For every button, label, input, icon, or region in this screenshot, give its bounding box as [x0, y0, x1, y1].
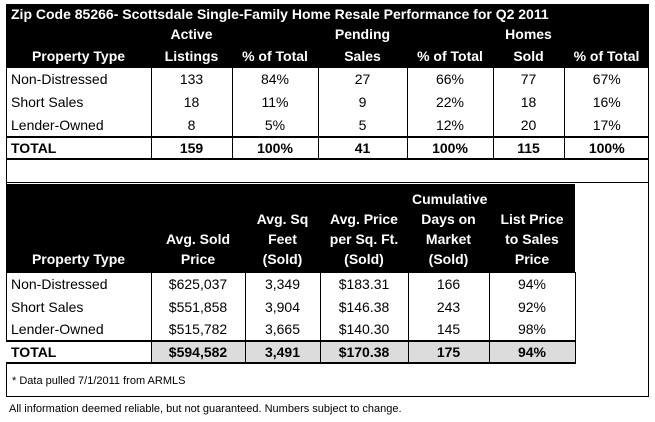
- cell: $515,782: [151, 318, 246, 341]
- total-label: TOTAL: [6, 340, 152, 364]
- header-blank: [6, 24, 151, 45]
- cell: 22%: [407, 90, 494, 114]
- group-header-homes: Homes: [493, 24, 564, 45]
- cell: 166: [408, 271, 490, 295]
- divider: [6, 182, 649, 183]
- cell: $140.30: [320, 318, 409, 341]
- table-row: Short Sales 18 11% 9 22% 18 16%: [6, 90, 649, 114]
- table-title: Zip Code 85266- Scottsdale Single-Family…: [6, 4, 649, 24]
- cell: 9: [318, 90, 408, 114]
- cell: 20: [493, 113, 565, 137]
- row-label: Short Sales: [6, 295, 152, 318]
- column-header-sold: Sold: [493, 45, 564, 68]
- group-header-pending: Pending: [318, 24, 407, 45]
- column-header-property-type: Property Type: [6, 45, 151, 68]
- cell: 18: [493, 90, 565, 114]
- cell: $625,037: [151, 271, 246, 295]
- row-label: Lender-Owned: [6, 318, 152, 341]
- column-header-pct-total: % of Total: [232, 45, 318, 68]
- total-cell: 175: [408, 340, 490, 364]
- total-row: TOTAL $594,582 3,491 $170.38 175 94%: [6, 340, 576, 364]
- cell: 3,904: [245, 295, 321, 318]
- total-label: TOTAL: [6, 135, 152, 160]
- column-header-avg-price-sqft: Avg. Price per Sq. Ft. (Sold): [320, 184, 408, 272]
- resale-performance-table: Zip Code 85266- Scottsdale Single-Family…: [6, 4, 649, 160]
- cell: 84%: [232, 67, 319, 91]
- total-row: TOTAL 159 100% 41 100% 115 100%: [6, 135, 649, 160]
- table-row: Lender-Owned 8 5% 5 12% 20 17%: [6, 113, 649, 137]
- total-cell: 159: [151, 135, 233, 160]
- row-label: Non-Distressed: [6, 67, 152, 91]
- cell: 92%: [489, 295, 576, 318]
- cell: 11%: [232, 90, 319, 114]
- cell: 5: [318, 113, 408, 137]
- row-label: Lender-Owned: [6, 113, 152, 137]
- column-header-list-to-sales: List Price to Sales Price: [489, 184, 575, 272]
- column-header-pct-total: % of Total: [407, 45, 493, 68]
- column-header-listings: Listings: [151, 45, 232, 68]
- cell: 94%: [489, 271, 576, 295]
- cell: 12%: [407, 113, 494, 137]
- row-label: Non-Distressed: [6, 271, 152, 295]
- group-header-active: Active: [151, 24, 232, 45]
- cell: 3,349: [245, 271, 321, 295]
- cell: $146.38: [320, 295, 409, 318]
- table-row: Short Sales $551,858 3,904 $146.38 243 9…: [6, 295, 576, 318]
- footnote: * Data pulled 7/1/2011 from ARMLS: [12, 375, 186, 387]
- cell: 5%: [232, 113, 319, 137]
- cell: 77: [493, 67, 565, 91]
- column-header-avg-sold-price: Avg. Sold Price: [151, 184, 245, 272]
- header-blank: [407, 24, 493, 45]
- cell: 243: [408, 295, 490, 318]
- column-header-avg-sq-feet: Avg. Sq Feet (Sold): [245, 184, 320, 272]
- column-header-pct-total: % of Total: [564, 45, 649, 68]
- cell: 98%: [489, 318, 576, 341]
- cell: $551,858: [151, 295, 246, 318]
- total-cell: 100%: [564, 135, 649, 160]
- total-cell: 41: [318, 135, 408, 160]
- cell: 16%: [592, 94, 621, 110]
- cell: 27: [318, 67, 408, 91]
- total-cell: 100%: [232, 135, 319, 160]
- column-header-property-type: Property Type: [6, 184, 151, 272]
- total-cell: 3,491: [245, 340, 321, 364]
- cell: 66%: [407, 67, 494, 91]
- total-cell: 115: [493, 135, 565, 160]
- table-row: Non-Distressed $625,037 3,349 $183.31 16…: [6, 271, 576, 295]
- column-header-sales: Sales: [318, 45, 407, 68]
- header-blank: [564, 24, 649, 45]
- total-cell: $594,582: [151, 340, 246, 364]
- row-label: Short Sales: [6, 90, 152, 114]
- cell: 145: [408, 318, 490, 341]
- total-cell: 94%: [489, 340, 576, 364]
- total-cell: 100%: [407, 135, 494, 160]
- cell: $183.31: [320, 271, 409, 295]
- disclaimer: All information deemed reliable, but not…: [9, 403, 402, 415]
- cell: 133: [151, 67, 233, 91]
- cell: 3,665: [245, 318, 321, 341]
- price-metrics-table: Property Type Avg. Sold Price Avg. Sq Fe…: [6, 184, 576, 364]
- cell: 67%: [564, 67, 649, 91]
- header-blank: [232, 24, 318, 45]
- cell: 17%: [592, 116, 621, 133]
- table-row: Lender-Owned $515,782 3,665 $140.30 145 …: [6, 318, 576, 341]
- column-header-days-on-market: Cumulative Days on Market (Sold): [408, 184, 489, 272]
- cell: 18: [151, 90, 233, 114]
- table-row: Non-Distressed 133 84% 27 66% 77 67%: [6, 67, 649, 91]
- cell: 8: [151, 113, 233, 137]
- total-cell: $170.38: [320, 340, 409, 364]
